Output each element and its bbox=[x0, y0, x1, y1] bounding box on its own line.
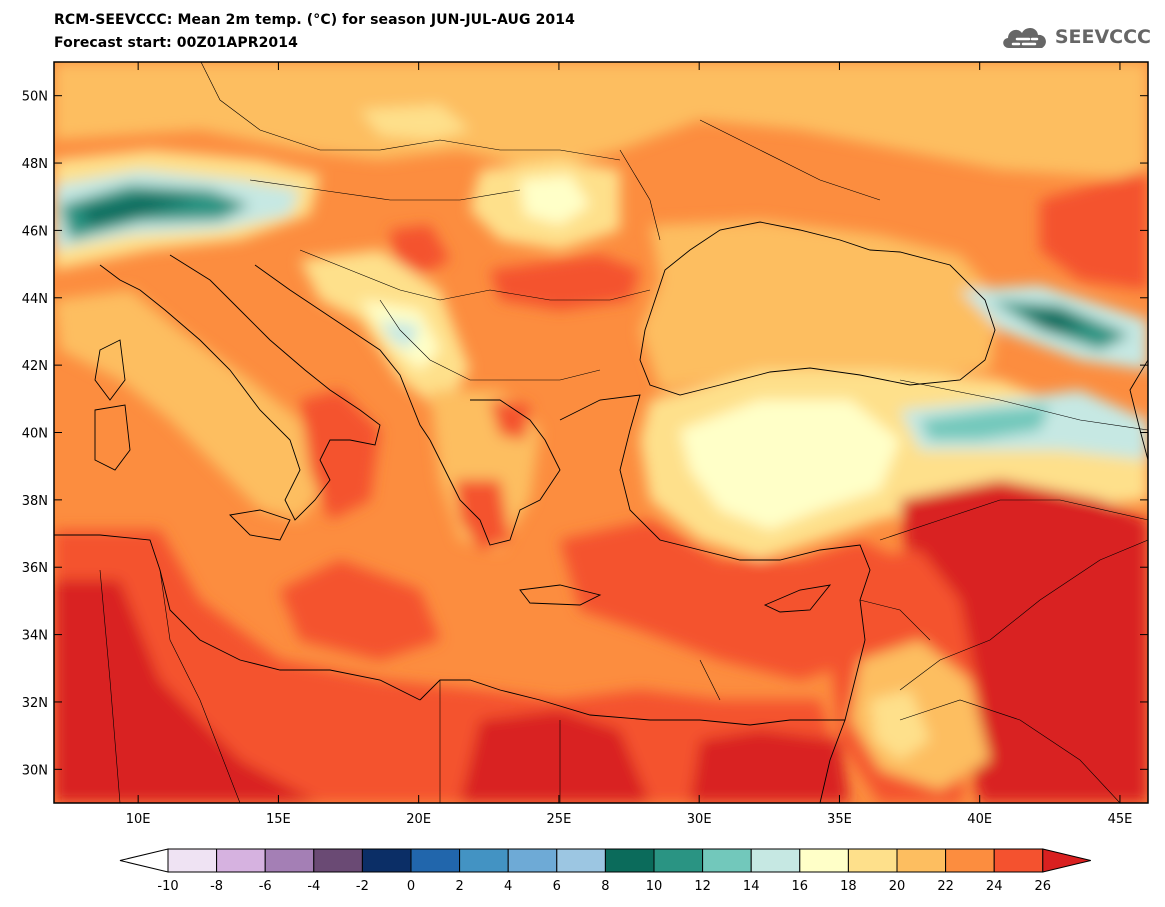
latitude-axis: 50N 48N 46N 44N 42N 40N 38N 36N 34N 32N 30N bbox=[22, 90, 1148, 778]
lat-tick-label: 32N bbox=[22, 696, 48, 711]
colorbar-box bbox=[313, 848, 363, 873]
colorbar-label: 14 bbox=[743, 879, 760, 894]
lat-tick-label: 30N bbox=[22, 763, 48, 778]
lon-tick-label: 40E bbox=[967, 812, 992, 827]
lat-tick-label: 42N bbox=[22, 359, 48, 374]
colorbar-label: 10 bbox=[646, 879, 663, 894]
lon-tick-label: 30E bbox=[687, 812, 712, 827]
temperature-field bbox=[54, 62, 1148, 803]
lat-tick-label: 34N bbox=[22, 629, 48, 644]
colorbar-box bbox=[361, 848, 412, 873]
colorbar-label: 20 bbox=[889, 879, 906, 894]
colorbar-label: -10 bbox=[157, 879, 178, 894]
lat-tick-label: 44N bbox=[22, 292, 48, 307]
lat-tick-label: 50N bbox=[22, 90, 48, 105]
cloud-icon bbox=[1003, 27, 1046, 48]
colorbar-box bbox=[507, 848, 558, 873]
colorbar-box bbox=[653, 848, 704, 873]
colorbar-label: 24 bbox=[986, 879, 1003, 894]
colorbar-box bbox=[896, 848, 947, 873]
colorbar-box bbox=[459, 848, 509, 873]
colorbar-box bbox=[556, 848, 606, 873]
colorbar-upper-triangle bbox=[1042, 848, 1091, 873]
colorbar-label: 16 bbox=[792, 879, 809, 894]
map-title: RCM-SEEVCCC: Mean 2m temp. (°C) for seas… bbox=[54, 12, 575, 28]
colorbar: -10 -8 -6 -4 -2 0 2 4 6 8 10 12 14 16 18 20 22 24 26 bbox=[119, 848, 1091, 894]
colorbar-lower-triangle bbox=[119, 848, 169, 873]
lat-tick-label: 48N bbox=[22, 157, 48, 172]
colorbar-box bbox=[750, 848, 801, 873]
lon-tick-label: 25E bbox=[547, 812, 572, 827]
colorbar-box bbox=[264, 848, 315, 873]
colorbar-box bbox=[216, 848, 266, 873]
colorbar-label: -8 bbox=[210, 879, 223, 894]
forecast-start-label: Forecast start: 00Z01APR2014 bbox=[54, 35, 298, 51]
colorbar-label: 26 bbox=[1035, 879, 1052, 894]
lon-tick-label: 20E bbox=[406, 812, 431, 827]
colorbar-box bbox=[604, 848, 655, 873]
colorbar-label: 12 bbox=[694, 879, 711, 894]
colorbar-box bbox=[702, 848, 752, 873]
colorbar-label: -4 bbox=[307, 879, 320, 894]
lon-tick-label: 45E bbox=[1108, 812, 1133, 827]
lat-tick-label: 36N bbox=[22, 561, 48, 576]
colorbar-box bbox=[167, 848, 218, 873]
lon-tick-label: 15E bbox=[266, 812, 291, 827]
lat-tick-label: 46N bbox=[22, 224, 48, 239]
colorbar-box bbox=[993, 848, 1044, 873]
colorbar-box bbox=[945, 848, 995, 873]
colorbar-label: -2 bbox=[356, 879, 369, 894]
colorbar-box bbox=[410, 848, 461, 873]
country-borders bbox=[99, 62, 1148, 803]
colorbar-label: 4 bbox=[504, 879, 512, 894]
colorbar-box bbox=[799, 848, 849, 873]
colorbar-label: 22 bbox=[937, 879, 954, 894]
colorbar-label: 18 bbox=[840, 879, 857, 894]
seevccc-logo: SEEVCCC bbox=[999, 20, 1151, 54]
lat-tick-label: 40N bbox=[22, 427, 48, 442]
coastlines bbox=[54, 221, 1148, 803]
lat-tick-label: 38N bbox=[22, 494, 48, 509]
colorbar-label: 0 bbox=[407, 879, 415, 894]
colorbar-label: -6 bbox=[259, 879, 272, 894]
lon-tick-label: 35E bbox=[827, 812, 852, 827]
colorbar-label: 2 bbox=[455, 879, 463, 894]
longitude-axis: 10E 15E 20E 25E 30E 35E 40E 45E bbox=[126, 62, 1133, 827]
colorbar-box bbox=[847, 848, 898, 873]
colorbar-label: 6 bbox=[553, 879, 561, 894]
colorbar-label: 8 bbox=[601, 879, 609, 894]
lon-tick-label: 10E bbox=[126, 812, 151, 827]
logo-text: SEEVCCC bbox=[1054, 26, 1151, 48]
